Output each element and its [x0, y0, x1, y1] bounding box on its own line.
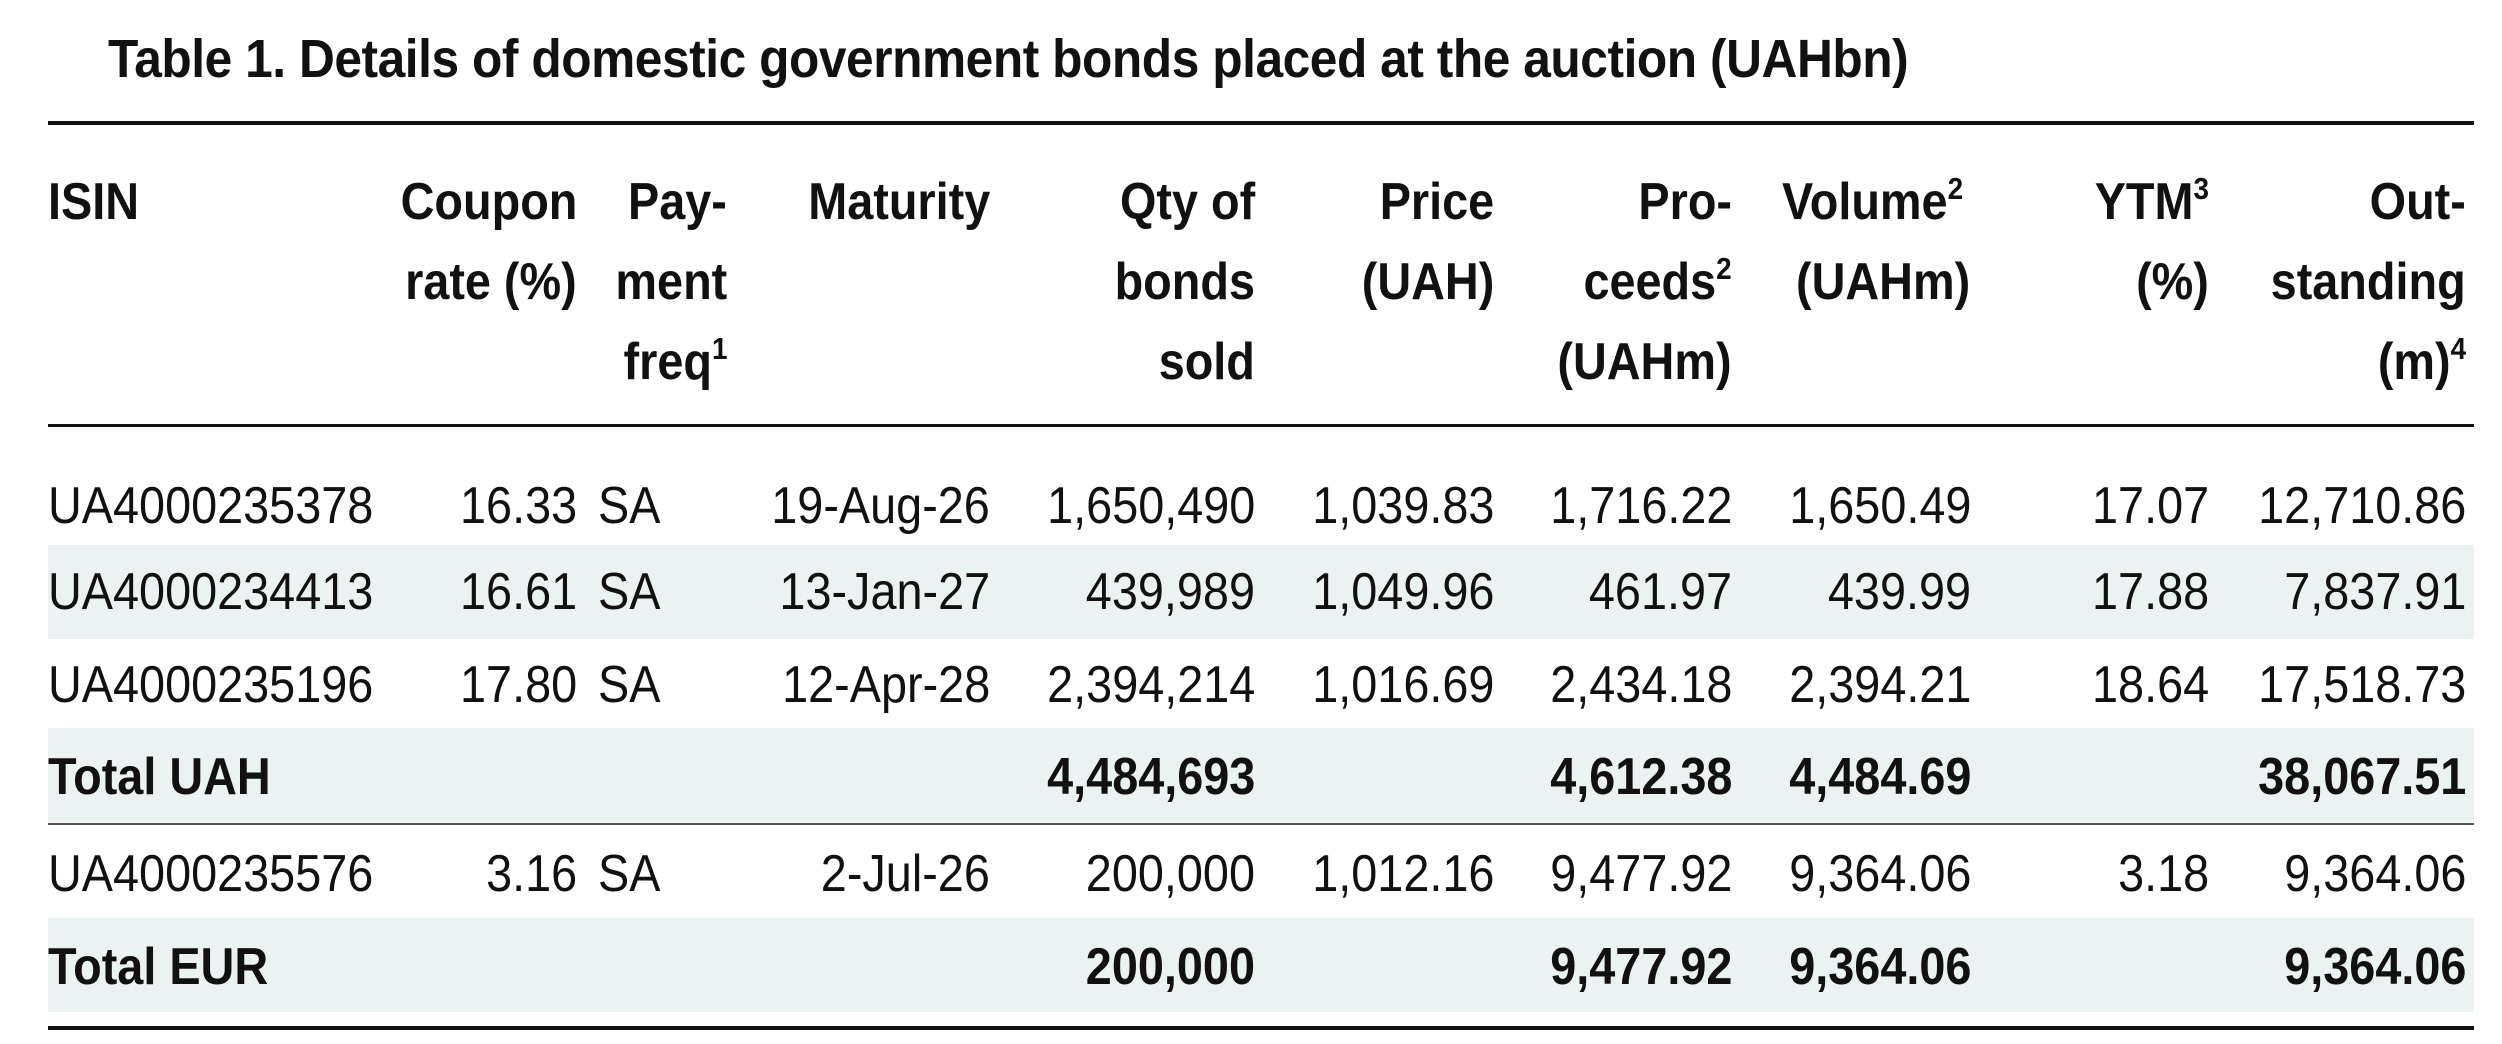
cell-isin: UA4000235196	[48, 656, 374, 714]
cell-outstanding: 9,364.06	[2283, 845, 2466, 903]
cell-price: 1,016.69	[1311, 656, 1494, 714]
cell-volume: 2,394.21	[1788, 656, 1971, 714]
cell-isin: UA4000234413	[48, 563, 374, 621]
total-volume: 4,484.69	[1788, 748, 1971, 806]
header-price-line2: (UAH)	[1361, 253, 1494, 311]
header-rule	[48, 424, 2474, 427]
header-outstanding-line2: standing	[2270, 253, 2466, 311]
total-proceeds: 4,612.38	[1549, 748, 1732, 806]
header-volume-line2: (UAHm)	[1796, 253, 1971, 311]
cell-coupon: 16.61	[459, 563, 577, 621]
header-volume-line1: Volume2	[1782, 171, 1964, 231]
header-proceeds-line3: (UAHm)	[1557, 333, 1732, 391]
bottom-rule	[48, 1026, 2474, 1030]
cell-isin: UA4000235576	[48, 845, 374, 903]
cell-maturity: 2-Jul-26	[820, 845, 990, 903]
row-band-2	[48, 545, 2474, 639]
cell-maturity: 12-Apr-28	[781, 656, 990, 714]
total-proceeds: 9,477.92	[1549, 938, 1732, 996]
total-label: Total UAH	[48, 748, 271, 806]
cell-qty: 2,394,214	[1046, 656, 1255, 714]
cell-outstanding: 12,710.86	[2257, 477, 2466, 535]
cell-ytm: 17.88	[2091, 563, 2209, 621]
cell-volume: 1,650.49	[1788, 477, 1971, 535]
table-title: Table 1. Details of domestic government …	[108, 29, 1909, 89]
header-maturity: Maturity	[807, 173, 990, 231]
cell-qty: 439,989	[1085, 563, 1255, 621]
header-proceeds-line1: Pro-	[1638, 173, 1732, 231]
cell-price: 1,039.83	[1311, 477, 1494, 535]
total-qty: 200,000	[1085, 938, 1255, 996]
section-rule	[48, 823, 2474, 825]
header-coupon-line2: rate (%)	[405, 253, 577, 311]
cell-volume: 439.99	[1827, 563, 1971, 621]
header-ytm-line1: YTM3	[2094, 171, 2209, 231]
total-outstanding: 38,067.51	[2257, 748, 2466, 806]
header-qty-line1: Qty of	[1119, 173, 1255, 231]
header-payment-line3: freq1	[623, 331, 727, 391]
total-label: Total EUR	[48, 938, 269, 996]
cell-proceeds: 9,477.92	[1549, 845, 1732, 903]
header-isin: ISIN	[48, 173, 140, 231]
cell-freq: SA	[598, 477, 661, 535]
header-payment-line2: ment	[615, 253, 727, 311]
cell-ytm: 18.64	[2091, 656, 2209, 714]
cell-maturity: 13-Jan-27	[779, 563, 990, 621]
cell-outstanding: 17,518.73	[2257, 656, 2466, 714]
total-qty: 4,484,693	[1046, 748, 1255, 806]
cell-price: 1,049.96	[1311, 563, 1494, 621]
header-outstanding-line3: (m)4	[2377, 331, 2466, 391]
header-outstanding-line1: Out-	[2369, 173, 2466, 231]
header-qty-line2: bonds	[1114, 253, 1255, 311]
cell-maturity: 19-Aug-26	[771, 477, 990, 535]
cell-proceeds: 1,716.22	[1549, 477, 1732, 535]
cell-qty: 1,650,490	[1046, 477, 1255, 535]
cell-ytm: 17.07	[2091, 477, 2209, 535]
total-volume: 9,364.06	[1788, 938, 1971, 996]
total-outstanding: 9,364.06	[2283, 938, 2466, 996]
cell-ytm: 3.18	[2117, 845, 2209, 903]
cell-freq: SA	[598, 563, 661, 621]
top-rule	[48, 121, 2474, 125]
header-payment-line1: Pay-	[628, 173, 727, 231]
header-qty-line3: sold	[1158, 333, 1255, 391]
header-coupon-line1: Coupon	[400, 173, 577, 231]
cell-price: 1,012.16	[1311, 845, 1494, 903]
cell-freq: SA	[598, 845, 661, 903]
cell-isin: UA4000235378	[48, 477, 374, 535]
cell-coupon: 3.16	[485, 845, 577, 903]
header-price-line1: Price	[1379, 173, 1494, 231]
header-ytm-line2: (%)	[2136, 253, 2209, 311]
cell-proceeds: 2,434.18	[1549, 656, 1732, 714]
cell-qty: 200,000	[1085, 845, 1255, 903]
total-eur-band	[48, 918, 2474, 1012]
cell-outstanding: 7,837.91	[2283, 563, 2466, 621]
cell-freq: SA	[598, 656, 661, 714]
header-proceeds-line2: ceeds2	[1583, 251, 1732, 311]
cell-coupon: 17.80	[459, 656, 577, 714]
cell-volume: 9,364.06	[1788, 845, 1971, 903]
cell-proceeds: 461.97	[1588, 563, 1732, 621]
cell-coupon: 16.33	[459, 477, 577, 535]
total-uah-band	[48, 728, 2474, 822]
